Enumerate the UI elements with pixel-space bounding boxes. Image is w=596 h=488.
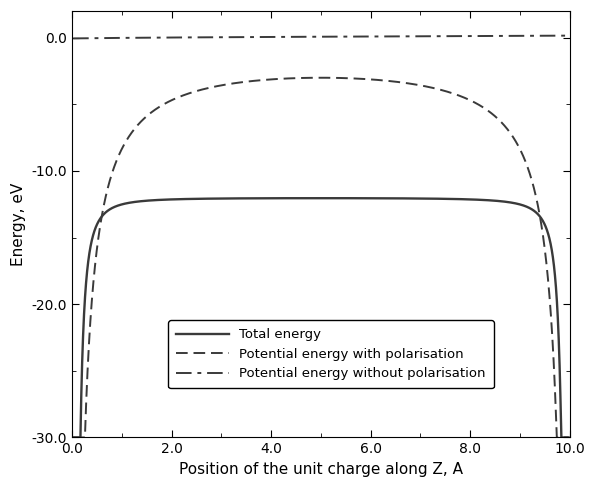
Potential energy without polarisation	[367, 34, 374, 40]
Total energy	[259, 195, 266, 201]
Potential energy without polarisation	[259, 34, 266, 40]
Potential energy without polarisation	[477, 33, 484, 39]
Total energy	[439, 196, 446, 202]
Total energy	[160, 197, 167, 203]
Potential energy with polarisation	[160, 102, 167, 107]
Line: Potential energy with polarisation: Potential energy with polarisation	[73, 78, 569, 437]
Potential energy with polarisation	[565, 434, 572, 440]
X-axis label: Position of the unit charge along Z, A: Position of the unit charge along Z, A	[179, 462, 463, 477]
Potential energy with polarisation	[392, 79, 399, 84]
Potential energy without polarisation	[565, 33, 572, 39]
Potential energy with polarisation	[367, 77, 374, 82]
Potential energy without polarisation	[70, 36, 77, 41]
Line: Total energy: Total energy	[73, 198, 569, 437]
Y-axis label: Energy, eV: Energy, eV	[11, 183, 26, 266]
Potential energy with polarisation	[70, 434, 77, 440]
Potential energy with polarisation	[259, 77, 266, 83]
Legend: Total energy, Potential energy with polarisation, Potential energy without polar: Total energy, Potential energy with pola…	[168, 320, 493, 388]
Total energy	[317, 195, 324, 201]
Potential energy with polarisation	[317, 75, 324, 81]
Potential energy with polarisation	[439, 87, 446, 93]
Potential energy without polarisation	[160, 35, 167, 41]
Line: Potential energy without polarisation: Potential energy without polarisation	[73, 36, 569, 39]
Total energy	[392, 195, 399, 201]
Total energy	[477, 197, 484, 203]
Total energy	[367, 195, 374, 201]
Potential energy with polarisation	[477, 103, 484, 109]
Potential energy without polarisation	[439, 33, 446, 39]
Total energy	[70, 434, 77, 440]
Total energy	[565, 434, 572, 440]
Potential energy without polarisation	[392, 34, 399, 40]
